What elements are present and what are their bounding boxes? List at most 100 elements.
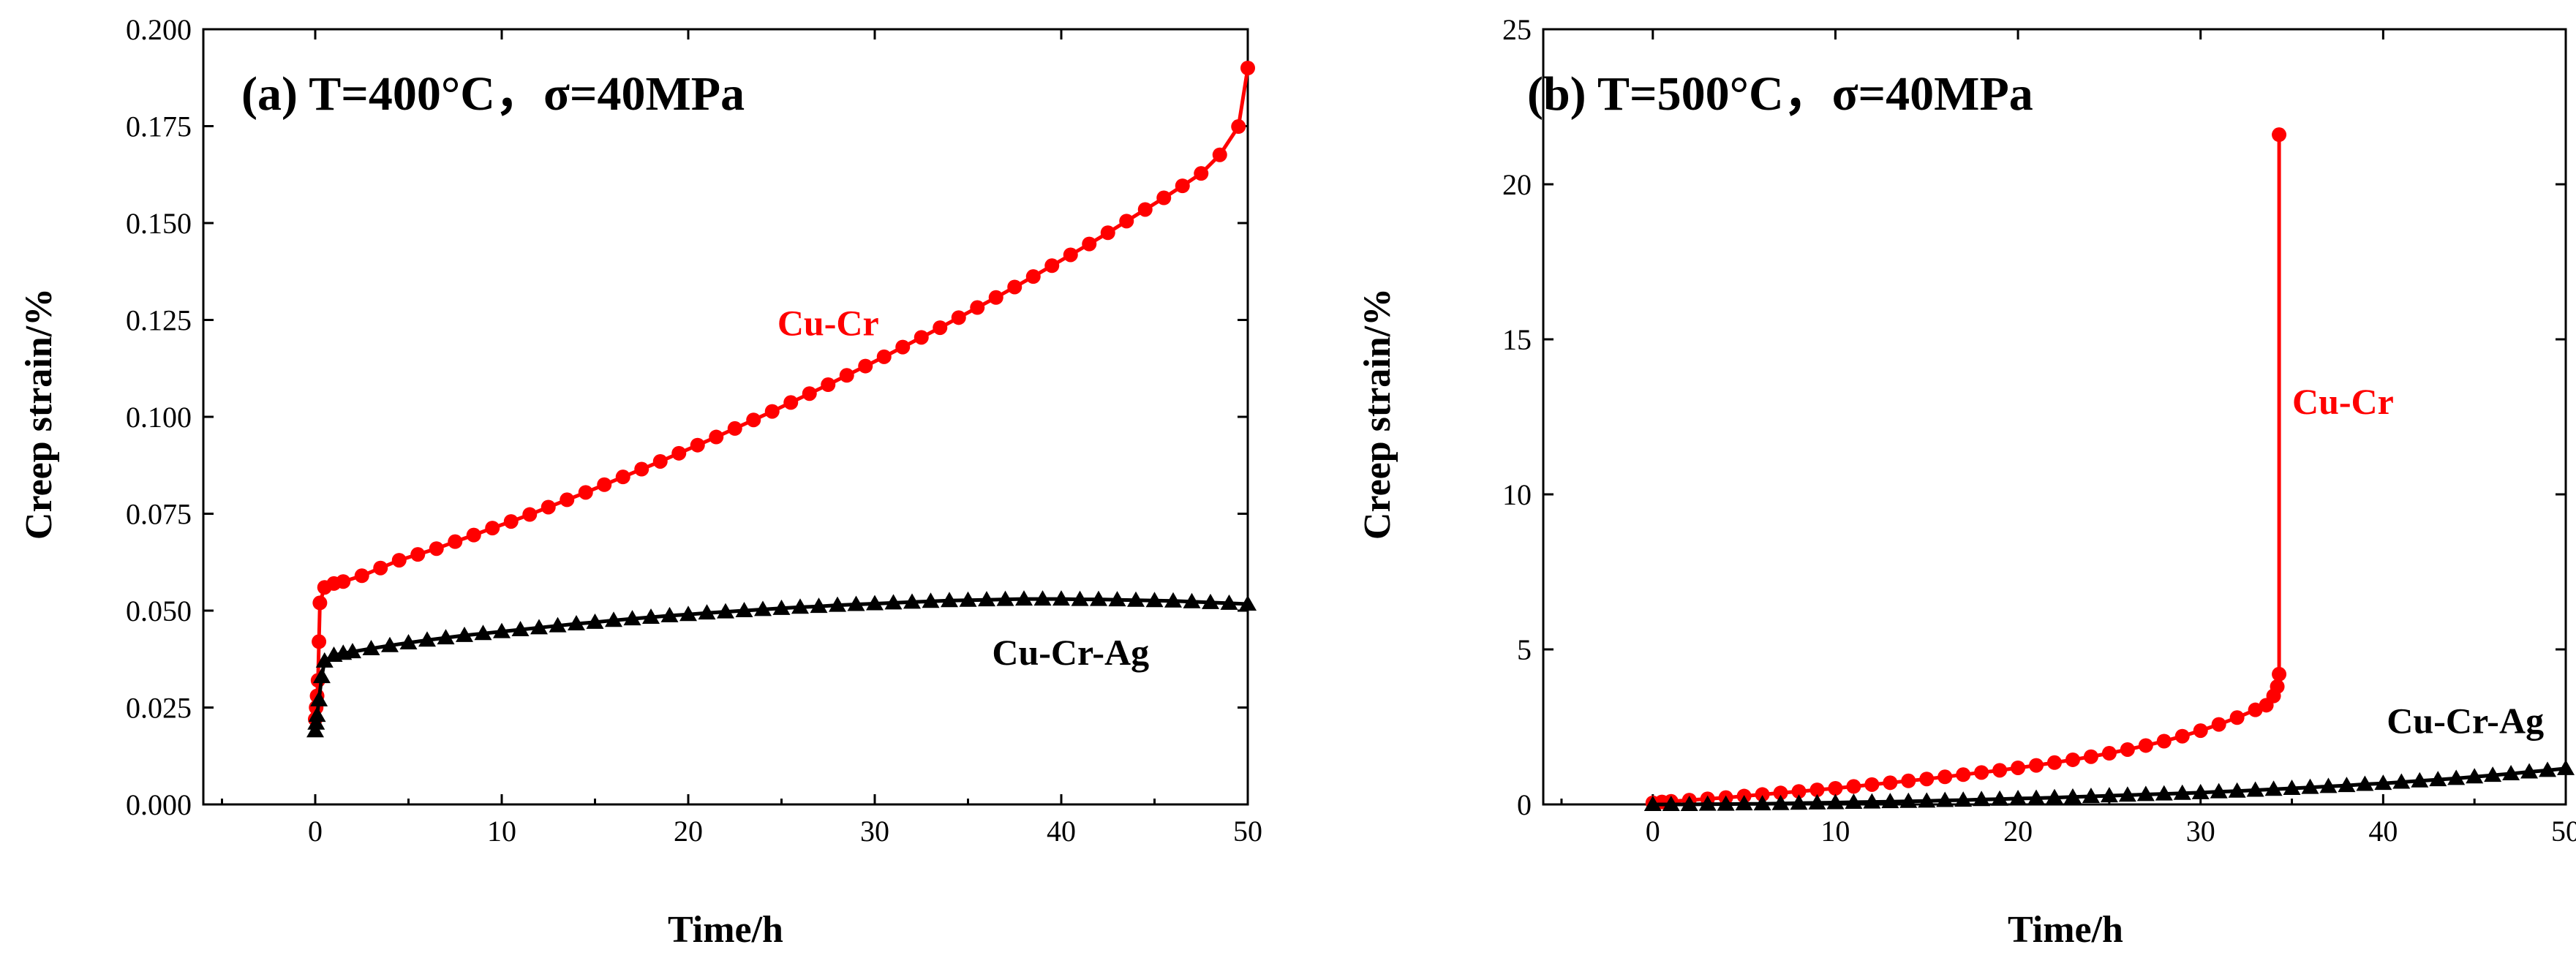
- panel-a-series-cu-cr-ag-point: [568, 615, 585, 631]
- panel-a-series-cu-cr-ag-point: [605, 611, 622, 627]
- panel-b-series-cu-cr-ag-point: [1845, 793, 1863, 810]
- panel-a-series-cu-cr-point: [988, 290, 1003, 305]
- panel-a-series-cu-cr-ag-point: [1127, 591, 1145, 607]
- panel-a-series-cu-cr-ag-point: [493, 622, 511, 638]
- panel-b-series-cu-cr-point: [2047, 755, 2062, 770]
- panel-a-series-cu-cr-point: [354, 568, 369, 584]
- panel-b-series-cu-cr-point: [2248, 702, 2263, 717]
- panel-b-series-cu-cr-ag-point: [1954, 791, 1973, 807]
- panel-a-series-cu-cr-point: [671, 445, 687, 461]
- panel-b-series-cu-cr-ag-point: [1936, 791, 1954, 807]
- panel-b-series-cu-cr-ag-point: [2228, 782, 2246, 798]
- panel-a-series-cu-cr-ag-point: [679, 606, 697, 622]
- panel-a-series-cu-cr-point: [914, 330, 929, 345]
- panel-b-series-cu-cr-point: [2272, 666, 2287, 682]
- panel-a-series-cu-cr-point: [895, 339, 911, 355]
- panel-a-series-cu-cr-point: [1175, 178, 1190, 194]
- panel-a-series-cu-cr-ag-point: [922, 592, 940, 608]
- panel-a-series-cu-cr-point: [312, 634, 327, 649]
- panel-b-series-cu-cr-ag-point: [2191, 783, 2210, 799]
- panel-b-series-cu-cr-ag-point: [2283, 779, 2301, 795]
- panel-a-series-cu-cr-ag-point: [941, 592, 958, 608]
- panel-a-xtick-label: 10: [487, 815, 516, 848]
- panel-b-series-cu-cr-ag-point: [1973, 791, 1991, 807]
- panel-a-series-cu-cr-point: [970, 300, 985, 315]
- panel-a-series-cu-cr-point: [466, 527, 481, 543]
- panel-b-series-cu-cr-ag-point: [2301, 778, 2319, 794]
- panel-b-label-cu-cr-ag: Cu-Cr-Ag: [2387, 700, 2544, 741]
- panel-a-series-cu-cr-point: [709, 429, 724, 445]
- panel-a-series-cu-cr-point: [1100, 225, 1115, 241]
- panel-a-series-cu-cr-ag-point: [903, 593, 921, 609]
- panel-a-series-cu-cr-ag-point: [437, 629, 455, 645]
- panel-b-series-cu-cr-line: [1652, 135, 2281, 805]
- panel-b-series-cu-cr-ag-point: [1881, 793, 1899, 809]
- panel-b-ytick-label: 25: [1502, 13, 1532, 46]
- panel-b-label-cu-cr: Cu-Cr: [2292, 381, 2394, 422]
- panel-a-series-cu-cr-point: [541, 499, 556, 515]
- panel-b-ytick-label: 20: [1502, 168, 1532, 201]
- panel-b-series-cu-cr-ag-point: [2520, 763, 2539, 779]
- panel-b-series-cu-cr-ag-point: [2136, 785, 2155, 802]
- panel-a-series-cu-cr-ag-point: [1202, 593, 1219, 609]
- panel-a-series-cu-cr-point: [1044, 258, 1060, 274]
- panel-a-series-cu-cr-ag-point: [586, 613, 604, 629]
- panel-a-ytick-label: 0.050: [126, 595, 192, 627]
- panel-a-series-cu-cr-ag-point: [660, 606, 679, 622]
- panel-a-series-cu-cr-point: [727, 420, 742, 436]
- panel-a: Creep strain/% Time/h 0 10 20 30 40 50 0.000 0.…: [18, 13, 1262, 951]
- panel-a-series-cu-cr-point: [560, 492, 575, 508]
- panel-a-series-cu-cr-point: [336, 574, 351, 589]
- panel-a-plot-area: 0 10 20 30 40 50 0.000 0.025 0.050 0.075 0.100 0.12…: [126, 13, 1262, 848]
- panel-a-xtick-label: 30: [860, 815, 889, 848]
- panel-b-ytick-label: 15: [1502, 323, 1532, 356]
- panel-b-plot-area: 0 10 20 30 40 50 0 5 10 15 20 25 Cu-Cr Cu-Cr-Ag: [1502, 13, 2576, 848]
- panel-b-series-cu-cr-ag-point: [2063, 788, 2082, 804]
- panel-a-ytick-label: 0.125: [126, 304, 192, 337]
- panel-a-xlabel: Time/h: [668, 909, 783, 951]
- panel-b-series-cu-cr-point: [1956, 767, 1971, 782]
- panel-a-series-cu-cr-point: [839, 368, 854, 383]
- panel-b-series-cu-cr-point: [2270, 679, 2285, 694]
- panel-b-xtick-label: 10: [1820, 815, 1850, 848]
- panel-a-series-cu-cr-point: [1156, 190, 1172, 205]
- panel-b-ytick-label: 5: [1517, 633, 1532, 666]
- panel-b-series-cu-cr-ag-point: [1918, 792, 1936, 808]
- panel-b-series-cu-cr-ag-point: [2210, 782, 2228, 799]
- panel-b-series-cu-cr-ag-point: [1735, 795, 1753, 811]
- panel-a-ytick-label: 0.175: [126, 110, 192, 143]
- panel-a-series-cu-cr-ag-point: [978, 591, 995, 607]
- panel-b: Creep strain/% Time/h 0 10 20 30 40 50 0 5 10 15 2…: [1357, 13, 2576, 951]
- panel-b-series-cu-cr-ag-point: [1717, 795, 1735, 811]
- panel-b-series-cu-cr-point: [2229, 710, 2245, 725]
- panel-a-series-cu-cr-ag-point: [996, 590, 1014, 606]
- panel-a-series-cu-cr-ag-point: [829, 596, 846, 612]
- panel-b-series-cu-cr-ag-point: [2155, 785, 2173, 801]
- panel-b-series-cu-cr-point: [2029, 758, 2044, 773]
- panel-a-series-cu-cr-point: [876, 349, 892, 364]
- panel-a-series-cu-cr-ag-point: [1220, 594, 1238, 610]
- panel-a-series-cu-cr-point: [634, 461, 649, 477]
- panel-b-series-cu-cr-point: [2101, 746, 2117, 761]
- panel-a-series-cu-cr-ag-point: [344, 643, 361, 659]
- panel-a-series-cu-cr-ag-point: [1052, 590, 1070, 606]
- panel-b-series-cu-cr-ag-point: [2100, 787, 2118, 803]
- panel-b-series-cu-cr-ag-point: [1808, 793, 1826, 810]
- panel-a-series-cu-cr-ag-point: [791, 598, 809, 614]
- panel-a-series-cu-cr-ag-point: [315, 652, 334, 668]
- panel-a-series-cu-cr-point: [429, 541, 444, 557]
- panel-b-series-cu-cr-point: [1791, 784, 1807, 799]
- panel-a-series-cu-cr-ag-point: [1183, 592, 1201, 608]
- panel-b-series-cu-cr-ag-point: [2484, 766, 2502, 782]
- panel-b-ytick-label: 10: [1502, 478, 1532, 511]
- panel-a-series-cu-cr-ag-point: [1015, 590, 1033, 606]
- panel-a-series-cu-cr-ag-point: [308, 706, 326, 723]
- panel-b-series-cu-cr-ag-point: [2246, 781, 2264, 797]
- panel-a-series-cu-cr-point: [485, 521, 500, 536]
- panel-b-series-cu-cr-point: [1773, 785, 1788, 801]
- panel-b-series-cu-cr-ag-point: [1643, 796, 1662, 811]
- panel-b-series-cu-cr-ag-point: [2447, 769, 2466, 785]
- panel-b-ytick-label: 0: [1517, 788, 1532, 821]
- panel-a-series-cu-cr-ag-point: [1108, 591, 1126, 607]
- panel-a-xtick-label: 50: [1233, 815, 1262, 848]
